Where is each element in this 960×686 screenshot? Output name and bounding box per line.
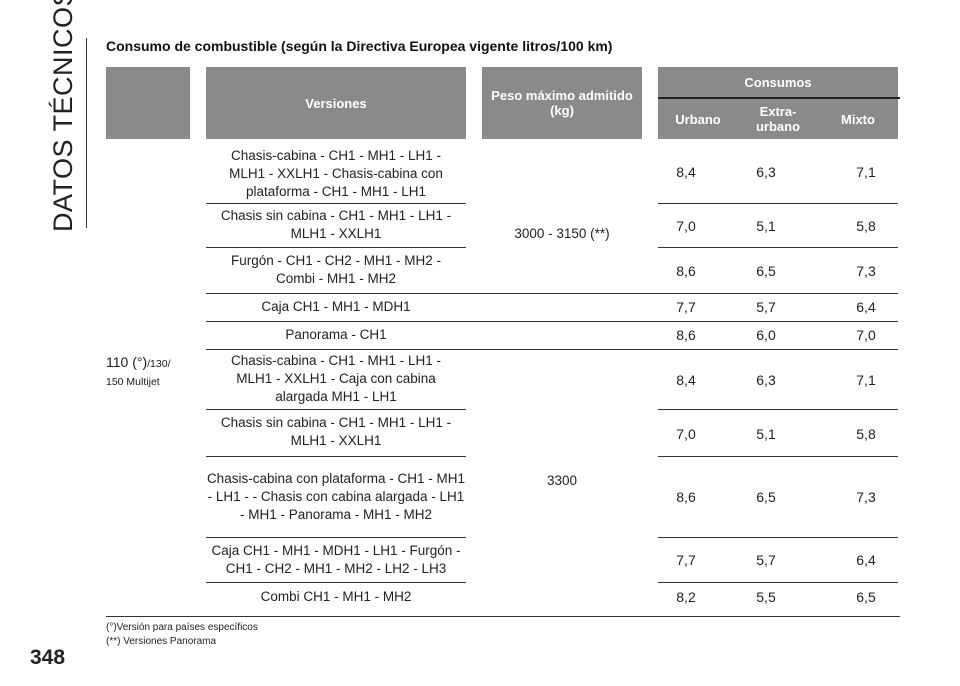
engine-label: 110 (°)/130/ 150 Multijet [106,354,171,390]
cell-extra-urbano: 6,5 [756,263,776,279]
cell-urbano: 7,0 [676,218,696,234]
cell-extra-urbano: 5,7 [756,552,776,568]
header-consumos: Consumos [658,67,898,97]
cell-extra-urbano: 6,0 [756,327,776,343]
cell-mixto: 6,5 [856,589,876,605]
cell-urbano: 8,4 [676,164,696,180]
row-divider [206,456,466,457]
row-divider [206,321,898,322]
row-divider [206,349,898,350]
row-divider [206,293,898,294]
header-extra-urbano-label: Extra-urbano [755,104,801,134]
table-row-version: Caja CH1 - MH1 - MDH1 - LH1 - Furgón - C… [211,543,461,576]
page-number: 348 [30,646,66,669]
engine-main: 110 (°) [106,354,148,370]
cell-mixto: 7,1 [856,164,876,180]
section-title: DATOS TÉCNICOS [48,0,78,232]
header-peso-label: Peso máximo admitido (kg) [491,88,633,118]
weight-group-2: 3300 [482,350,642,612]
engine-sub2: 150 Multijet [106,376,160,388]
row-divider [206,537,466,538]
table-row-version: Caja CH1 - MH1 - MDH1 [261,299,411,314]
row-divider [206,247,466,248]
row-divider [206,203,466,204]
engine-sub: /130/ [147,358,171,370]
weight-group-1: 3000 - 3150 (**) [482,146,642,322]
cell-extra-urbano: 5,1 [756,426,776,442]
cell-extra-urbano: 6,3 [756,372,776,388]
header-mixto: Mixto [818,99,898,139]
header-urbano-label: Urbano [675,111,721,127]
cell-mixto: 7,1 [856,372,876,388]
cell-urbano: 7,0 [676,426,696,442]
table-row-version: Chasis-cabina - CH1 - MH1 - LH1 - MLH1 -… [229,148,443,199]
cell-mixto: 5,8 [856,426,876,442]
cell-extra-urbano: 6,5 [756,489,776,505]
section-divider [86,38,87,228]
header-versiones: Versiones [206,67,466,139]
footnote: (**) Versiones Panorama [106,636,217,647]
cell-mixto: 7,3 [856,489,876,505]
row-divider [658,409,898,410]
table-row-version: Chasis sin cabina - CH1 - MH1 - LH1 - ML… [220,208,452,241]
header-urbano: Urbano [658,99,738,139]
cell-urbano: 7,7 [676,552,696,568]
row-divider [658,582,898,583]
cell-mixto: 6,4 [856,299,876,315]
row-divider [658,537,898,538]
table-row-version: Chasis-cabina - CH1 - MH1 - LH1 - MLH1 -… [230,353,442,404]
row-divider [206,409,466,410]
cell-urbano: 8,6 [676,263,696,279]
row-divider [658,247,898,248]
weight-value: 3000 - 3150 (**) [514,226,610,241]
header-mixto-label: Mixto [841,111,875,127]
cell-urbano: 7,7 [676,299,696,315]
cell-mixto: 7,0 [856,327,876,343]
header-consumos-divider [658,97,900,99]
row-divider [658,203,898,204]
cell-urbano: 8,6 [676,489,696,505]
header-consumos-label: Consumos [744,74,812,90]
header-blank [106,67,190,139]
table-row-version: Panorama - CH1 [285,327,387,342]
table-title: Consumo de combustible (según la Directi… [106,38,613,54]
table-bottom-rule [106,616,900,617]
cell-mixto: 6,4 [856,552,876,568]
cell-extra-urbano: 5,7 [756,299,776,315]
cell-extra-urbano: 6,3 [756,164,776,180]
row-divider [206,582,466,583]
table-row-version: Chasis sin cabina - CH1 - MH1 - LH1 - ML… [220,415,452,448]
cell-extra-urbano: 5,1 [756,218,776,234]
cell-urbano: 8,2 [676,589,696,605]
cell-urbano: 8,6 [676,327,696,343]
cell-urbano: 8,4 [676,372,696,388]
cell-mixto: 7,3 [856,263,876,279]
header-versiones-label: Versiones [305,95,367,111]
footnote: (°)Versión para países específicos [106,622,258,633]
header-extra-urbano: Extra-urbano [738,99,818,139]
cell-extra-urbano: 5,5 [756,589,776,605]
cell-mixto: 5,8 [856,218,876,234]
weight-value: 3300 [546,473,578,488]
table-row-version: Chasis-cabina con plataforma - CH1 - MH1… [206,471,466,522]
table-row-version: Combi CH1 - MH1 - MH2 [260,589,412,604]
table-row-version: Furgón - CH1 - CH2 - MH1 - MH2 - Combi -… [230,253,442,286]
row-divider [658,456,898,457]
header-peso: Peso máximo admitido (kg) [482,67,642,139]
